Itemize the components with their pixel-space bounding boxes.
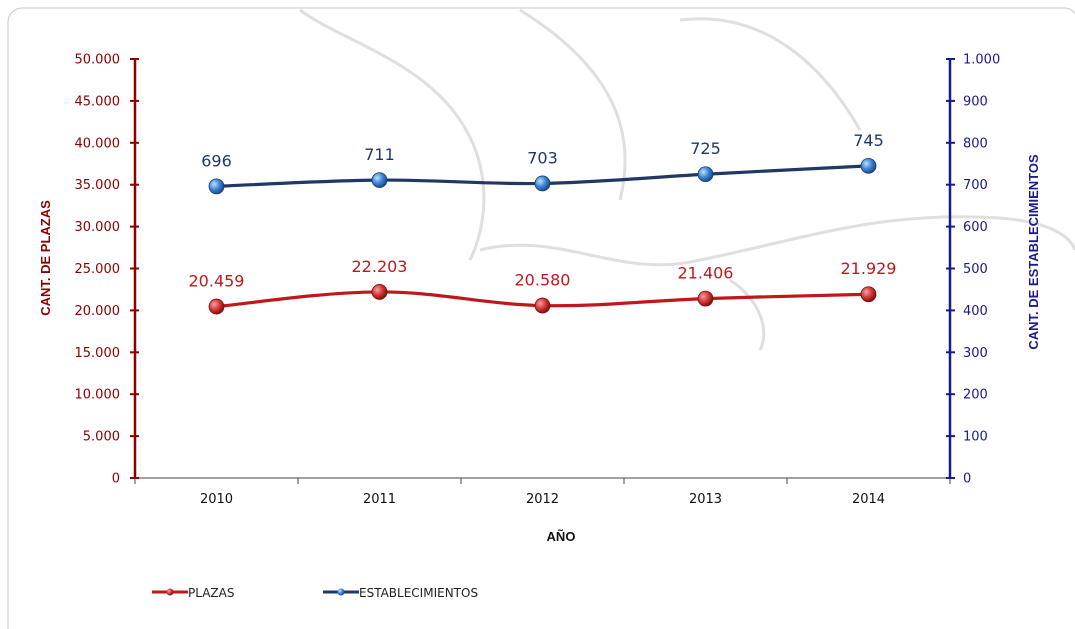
y-axis-left-tick-label: 5.000 (83, 430, 120, 445)
y-axis-left-tick-label: 15.000 (75, 346, 121, 361)
data-label-establecimientos: 711 (364, 145, 395, 164)
y-axis-right-tick-label: 500 (963, 262, 988, 277)
data-point-plazas (208, 298, 225, 315)
data-point-establecimientos (208, 178, 225, 195)
x-axis-title: AÑO (547, 529, 576, 544)
data-point-plazas (534, 297, 551, 314)
y-axis-left-tick-label: 45.000 (75, 94, 121, 109)
y-axis-right-tick-label: 600 (963, 220, 988, 235)
y-axis-right-tick-label: 900 (963, 94, 988, 109)
y-axis-right-tick-label: 0 (963, 472, 971, 487)
data-point-plazas (860, 286, 877, 303)
y-axis-left-tick-label: 0 (112, 472, 120, 487)
data-label-establecimientos: 725 (690, 139, 721, 158)
legend-marker-establecimientos (337, 588, 345, 596)
y-axis-right-tick-label: 300 (963, 346, 988, 361)
y-axis-right-tick-label: 100 (963, 430, 988, 445)
data-label-plazas: 20.459 (189, 272, 245, 291)
data-label-plazas: 20.580 (515, 271, 571, 290)
data-point-plazas (697, 290, 714, 307)
legend-marker-plazas (166, 588, 174, 596)
data-label-establecimientos: 703 (527, 148, 558, 167)
axes-group: 0 5.000 10.000 15.000 20.000 25.000 30.000 35.0… (75, 53, 1001, 508)
y-axis-left-tick-label: 50.000 (75, 53, 121, 68)
data-label-plazas: 21.929 (841, 259, 897, 278)
data-point-establecimientos (534, 175, 551, 192)
legend-item-plazas: PLAZAS (152, 586, 234, 600)
x-axis-tick-label: 2012 (526, 492, 559, 507)
data-point-establecimientos (371, 172, 388, 188)
data-label-establecimientos: 696 (201, 151, 232, 170)
data-label-establecimientos: 745 (853, 131, 884, 150)
y-axis-right-tick-label: 1.000 (963, 53, 1000, 68)
series-group: 20.459 22.203 20.580 21.406 21.929 696 711 703 7… (189, 131, 897, 315)
x-axis-tick-label: 2010 (200, 492, 233, 507)
data-label-plazas: 22.203 (352, 257, 408, 276)
y-axis-right-title: CANT. DE ESTABLECIMIENTOS (1026, 154, 1041, 350)
y-axis-left-tick-label: 10.000 (75, 388, 121, 403)
data-point-establecimientos (697, 166, 714, 183)
y-axis-right-tick-label: 400 (963, 304, 988, 319)
y-axis-left-tick-label: 20.000 (75, 304, 121, 319)
watermark-decoration (299, 8, 1075, 351)
data-point-plazas (371, 284, 388, 300)
y-axis-right-tick-label: 800 (963, 136, 988, 151)
x-axis-tick-label: 2014 (852, 492, 885, 507)
x-axis-tick-label: 2011 (363, 492, 396, 507)
legend-label-establecimientos: ESTABLECIMIENTOS (359, 586, 478, 600)
data-label-plazas: 21.406 (678, 264, 734, 283)
y-axis-left-tick-label: 25.000 (75, 262, 121, 277)
y-axis-left-title: CANT. DE PLAZAS (38, 200, 53, 316)
data-point-establecimientos (860, 157, 877, 174)
chart-frame (7, 7, 1075, 629)
y-axis-right-tick-label: 700 (963, 178, 988, 193)
y-axis-left-tick-label: 35.000 (75, 178, 121, 193)
y-axis-left-tick-label: 40.000 (75, 136, 121, 151)
legend-item-establecimientos: ESTABLECIMIENTOS (323, 586, 478, 600)
y-axis-right-tick-label: 200 (963, 388, 988, 403)
legend-label-plazas: PLAZAS (188, 586, 234, 600)
y-axis-left-tick-label: 30.000 (75, 220, 121, 235)
legend: PLAZAS ESTABLECIMIENTOS (152, 586, 478, 600)
x-axis-tick-label: 2013 (689, 492, 722, 507)
